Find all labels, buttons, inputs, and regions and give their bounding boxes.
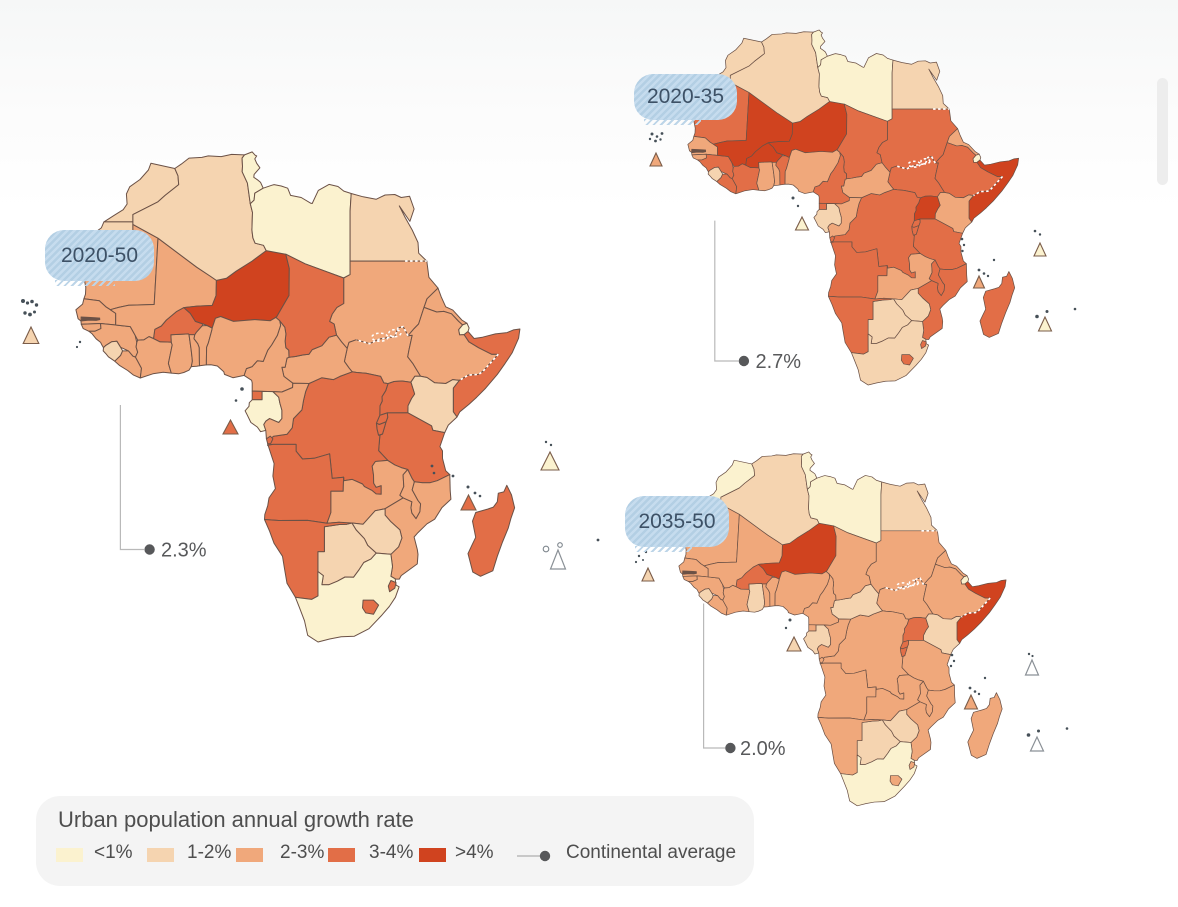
svg-text:2.7%: 2.7%: [756, 351, 802, 373]
svg-text:2.3%: 2.3%: [161, 540, 207, 562]
svg-text:2.0%: 2.0%: [740, 738, 786, 760]
